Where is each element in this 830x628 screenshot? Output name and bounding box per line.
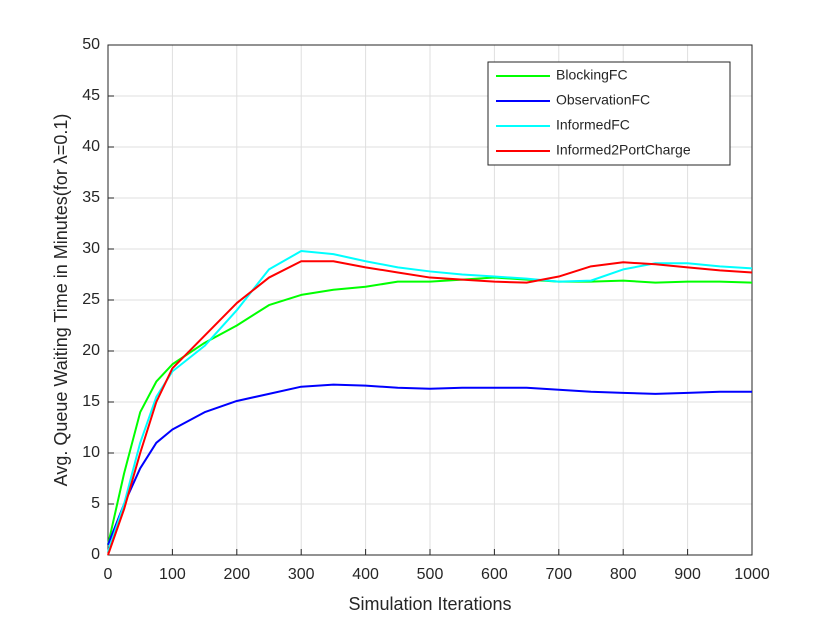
x-tick-label: 900: [674, 566, 701, 583]
x-tick-label: 800: [610, 566, 637, 583]
x-tick-label: 600: [481, 566, 508, 583]
axes-box: [107, 44, 753, 556]
y-tick-label: 5: [91, 495, 100, 512]
series-line: [107, 383, 752, 546]
x-tick-label: 200: [223, 566, 250, 583]
x-tick-label: 700: [545, 566, 572, 583]
x-tick-label: 400: [352, 566, 379, 583]
y-tick-label: 10: [82, 444, 100, 461]
y-tick-label: 30: [82, 240, 100, 257]
x-tick-label: 100: [159, 566, 186, 583]
x-axis-label: Simulation Iterations: [348, 594, 511, 614]
series-line: [107, 276, 753, 546]
legend-box: [487, 61, 731, 166]
legend-label: BlockingFC: [556, 67, 628, 83]
series-line: [107, 260, 753, 556]
y-tick-label: 15: [82, 393, 100, 410]
y-tick-label: 35: [82, 189, 100, 206]
y-tick-label: 25: [82, 291, 100, 308]
x-tick-label: 300: [288, 566, 315, 583]
y-tick-label: 40: [82, 138, 100, 155]
x-tick-label: 1000: [734, 566, 770, 583]
legend-label: ObservationFC: [556, 92, 650, 108]
legend-label: InformedFC: [556, 117, 630, 133]
x-tick-label: 0: [104, 566, 113, 583]
y-tick-label: 0: [91, 546, 100, 563]
y-tick-label: 45: [82, 87, 100, 104]
legend-label: Informed2PortCharge: [556, 142, 691, 158]
x-tick-label: 500: [417, 566, 444, 583]
y-tick-label: 20: [82, 342, 100, 359]
y-axis-label: Avg. Queue Waiting Time in Minutes(for λ…: [51, 114, 71, 487]
y-tick-label: 50: [82, 36, 100, 53]
